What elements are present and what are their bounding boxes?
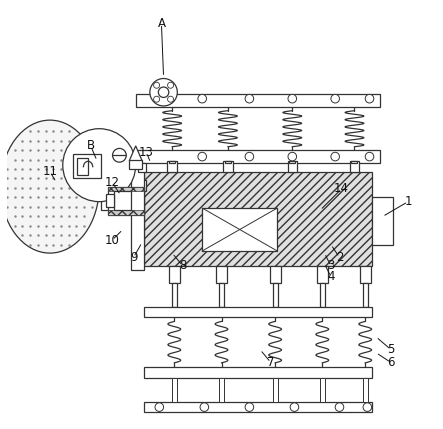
Bar	[131, 167, 144, 270]
Circle shape	[365, 94, 374, 103]
Circle shape	[245, 152, 254, 161]
Circle shape	[365, 152, 374, 161]
Bar	[372, 197, 393, 245]
Circle shape	[198, 152, 206, 161]
Circle shape	[245, 403, 254, 411]
Text: 6: 6	[387, 356, 395, 369]
Bar	[101, 180, 147, 191]
Bar	[136, 150, 380, 163]
Text: 1: 1	[404, 195, 412, 208]
Circle shape	[155, 403, 163, 411]
Circle shape	[335, 403, 344, 411]
Circle shape	[167, 96, 174, 102]
Text: B: B	[86, 139, 95, 152]
Circle shape	[363, 403, 372, 411]
Bar	[172, 283, 177, 307]
Text: 3: 3	[327, 260, 334, 272]
Text: 10: 10	[105, 234, 120, 247]
Bar	[136, 94, 380, 107]
Bar	[320, 378, 325, 402]
Bar	[108, 187, 144, 214]
Bar	[363, 378, 368, 402]
Bar	[360, 266, 371, 283]
Bar	[101, 142, 112, 210]
Circle shape	[331, 152, 339, 161]
Bar	[225, 161, 231, 163]
Circle shape	[290, 403, 299, 411]
Circle shape	[288, 94, 296, 103]
Bar	[169, 161, 175, 163]
Bar	[144, 172, 372, 266]
Bar	[169, 266, 180, 283]
Text: 4: 4	[327, 270, 334, 283]
Bar	[289, 161, 295, 163]
Text: 5: 5	[387, 343, 395, 356]
Text: 7: 7	[267, 356, 275, 369]
Bar	[350, 161, 359, 172]
Bar	[219, 378, 224, 402]
Circle shape	[154, 82, 159, 88]
Circle shape	[331, 94, 339, 103]
Circle shape	[154, 96, 159, 102]
Bar	[272, 378, 278, 402]
Circle shape	[200, 403, 209, 411]
Bar	[114, 191, 132, 210]
Text: 11: 11	[43, 165, 58, 178]
Bar	[202, 208, 277, 251]
Bar	[144, 307, 372, 317]
Bar	[108, 187, 144, 191]
Text: 13: 13	[139, 146, 154, 159]
Bar	[144, 367, 372, 378]
Bar	[108, 210, 144, 214]
Bar	[288, 161, 297, 172]
Bar	[106, 194, 114, 207]
Ellipse shape	[0, 120, 99, 253]
Circle shape	[288, 152, 296, 161]
Circle shape	[198, 94, 206, 103]
Text: A: A	[157, 17, 165, 30]
Circle shape	[150, 79, 177, 106]
Bar	[77, 158, 88, 175]
Text: 8: 8	[179, 260, 187, 272]
Bar	[167, 161, 177, 172]
Bar	[144, 402, 372, 412]
Circle shape	[113, 148, 126, 162]
Bar	[138, 163, 146, 172]
Bar	[129, 160, 142, 169]
Text: 2: 2	[336, 251, 343, 264]
Text: 12: 12	[105, 176, 120, 189]
Circle shape	[167, 82, 174, 88]
Bar	[223, 161, 233, 172]
Bar	[272, 283, 278, 307]
Circle shape	[63, 129, 136, 202]
Text: 9: 9	[130, 251, 137, 264]
Bar	[363, 283, 368, 307]
Circle shape	[245, 94, 254, 103]
Bar	[269, 266, 281, 283]
Bar	[219, 283, 224, 307]
Bar	[172, 378, 177, 402]
Circle shape	[158, 87, 169, 97]
Bar	[74, 154, 101, 178]
Bar	[216, 266, 227, 283]
Text: 14: 14	[334, 182, 349, 195]
Bar	[320, 283, 325, 307]
Bar	[317, 266, 328, 283]
Bar	[351, 161, 358, 163]
Polygon shape	[129, 146, 142, 161]
